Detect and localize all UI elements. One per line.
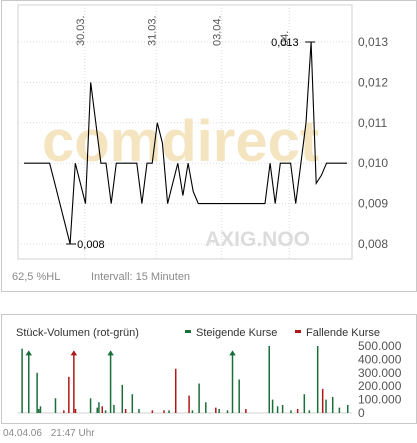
y-tick-label: 0,013 bbox=[358, 35, 388, 49]
volume-chart-panel: Stück-Volumen (rot-grün) Steigende Kurse F… bbox=[1, 314, 417, 424]
volume-y-tick-label: 500.000 bbox=[358, 339, 402, 353]
legend-label: Fallende Kurse bbox=[306, 327, 380, 339]
price-line bbox=[24, 41, 347, 245]
symbol-watermark: AXIG.NOO bbox=[205, 228, 310, 251]
volume-bar bbox=[191, 410, 194, 413]
volume-bar bbox=[124, 408, 127, 413]
x-tick-label: 31.03. bbox=[146, 15, 158, 46]
volume-bar bbox=[281, 404, 284, 413]
volume-bar bbox=[245, 408, 247, 413]
volume-bar bbox=[28, 351, 30, 413]
volume-title: Stück-Volumen (rot-grün) bbox=[16, 327, 139, 339]
volume-bar bbox=[121, 384, 124, 413]
volume-y-tick-label: 0 bbox=[358, 406, 365, 420]
y-tick-label: 0,010 bbox=[358, 156, 388, 170]
price-chart-panel: 0,013 0,012 0,011 0,010 0,009 0,008 30.03. 31.0… bbox=[1, 0, 417, 292]
hl-label: 62,5 %HL bbox=[12, 271, 60, 283]
volume-bar bbox=[63, 410, 65, 413]
max-label: 0,013 bbox=[271, 37, 299, 49]
volume-bar bbox=[89, 398, 92, 413]
volume-y-tick-label: 300.000 bbox=[358, 366, 402, 380]
volume-bar bbox=[39, 406, 42, 413]
volume-arrow-marker bbox=[229, 350, 236, 356]
volume-bar bbox=[321, 388, 324, 413]
volume-bar bbox=[68, 376, 70, 413]
y-tick-label: 0,009 bbox=[358, 197, 388, 211]
volume-bar bbox=[131, 394, 134, 413]
volume-bar bbox=[268, 346, 270, 413]
volume-bar bbox=[98, 402, 100, 413]
volume-arrow-marker bbox=[107, 350, 114, 356]
volume-bar bbox=[198, 383, 200, 413]
volume-bar bbox=[276, 406, 279, 413]
volume-bar bbox=[73, 351, 75, 413]
volume-bar bbox=[163, 410, 165, 413]
volume-bar bbox=[325, 399, 327, 413]
legend-swatch bbox=[295, 330, 301, 333]
volume-y-tick-label: 400.000 bbox=[358, 352, 402, 366]
volume-bar bbox=[109, 351, 112, 413]
volume-bar bbox=[151, 410, 154, 413]
volume-bar bbox=[331, 396, 334, 413]
volume-bar bbox=[296, 408, 299, 413]
volume-bar bbox=[21, 348, 23, 413]
volume-bar bbox=[168, 410, 170, 413]
footer-time: 21:47 Uhr bbox=[50, 428, 95, 439]
volume-bar bbox=[38, 408, 40, 413]
volume-bar bbox=[226, 410, 229, 413]
volume-bar bbox=[138, 408, 140, 413]
interval-label: Intervall: 15 Minuten bbox=[91, 271, 190, 283]
volume-bar bbox=[308, 410, 311, 413]
volume-bar bbox=[54, 398, 57, 413]
brand-watermark: comdirect bbox=[42, 109, 319, 174]
volume-bar bbox=[101, 406, 103, 413]
footer-timestamp: 04.04.06 21:47 Uhr bbox=[3, 428, 101, 439]
volume-chart: Stück-Volumen (rot-grün) Steigende Kurse F… bbox=[16, 327, 402, 420]
volume-bar bbox=[215, 407, 217, 413]
volume-bar bbox=[290, 410, 292, 413]
volume-bar bbox=[218, 408, 220, 413]
volume-bar bbox=[74, 408, 77, 413]
volume-bar bbox=[338, 407, 341, 413]
x-tick-label: 04. bbox=[279, 31, 291, 46]
x-tick-label: 30.03. bbox=[75, 15, 87, 46]
volume-bar bbox=[316, 346, 319, 413]
volume-bar bbox=[238, 379, 240, 413]
price-chart: 0,013 0,012 0,011 0,010 0,009 0,008 30.03. 31.0… bbox=[12, 4, 388, 283]
y-tick-label: 0,012 bbox=[358, 75, 388, 89]
volume-bar bbox=[36, 372, 38, 413]
plot-area bbox=[17, 4, 353, 260]
volume-bar bbox=[205, 402, 207, 413]
y-tick-label: 0,008 bbox=[358, 237, 388, 251]
legend-swatch bbox=[185, 330, 191, 333]
volume-arrow-marker bbox=[25, 350, 33, 356]
volume-bar bbox=[174, 368, 177, 413]
legend-label: Steigende Kurse bbox=[196, 327, 277, 339]
volume-bar bbox=[113, 404, 115, 413]
volume-bar bbox=[188, 395, 190, 413]
volume-bar bbox=[303, 394, 306, 413]
volume-y-tick-label: 100.000 bbox=[358, 393, 402, 407]
y-tick-label: 0,011 bbox=[358, 116, 387, 130]
x-tick-label: 03.04. bbox=[212, 15, 224, 46]
footer-date: 04.04.06 bbox=[3, 428, 42, 439]
volume-bar bbox=[231, 351, 234, 413]
min-label: 0,008 bbox=[77, 239, 105, 251]
volume-y-tick-label: 200.000 bbox=[358, 379, 402, 393]
volume-bar bbox=[271, 399, 274, 413]
volume-arrow-marker bbox=[70, 350, 78, 356]
volume-bar bbox=[346, 404, 349, 413]
volume-bar bbox=[104, 410, 107, 413]
volume-bar bbox=[96, 407, 98, 413]
